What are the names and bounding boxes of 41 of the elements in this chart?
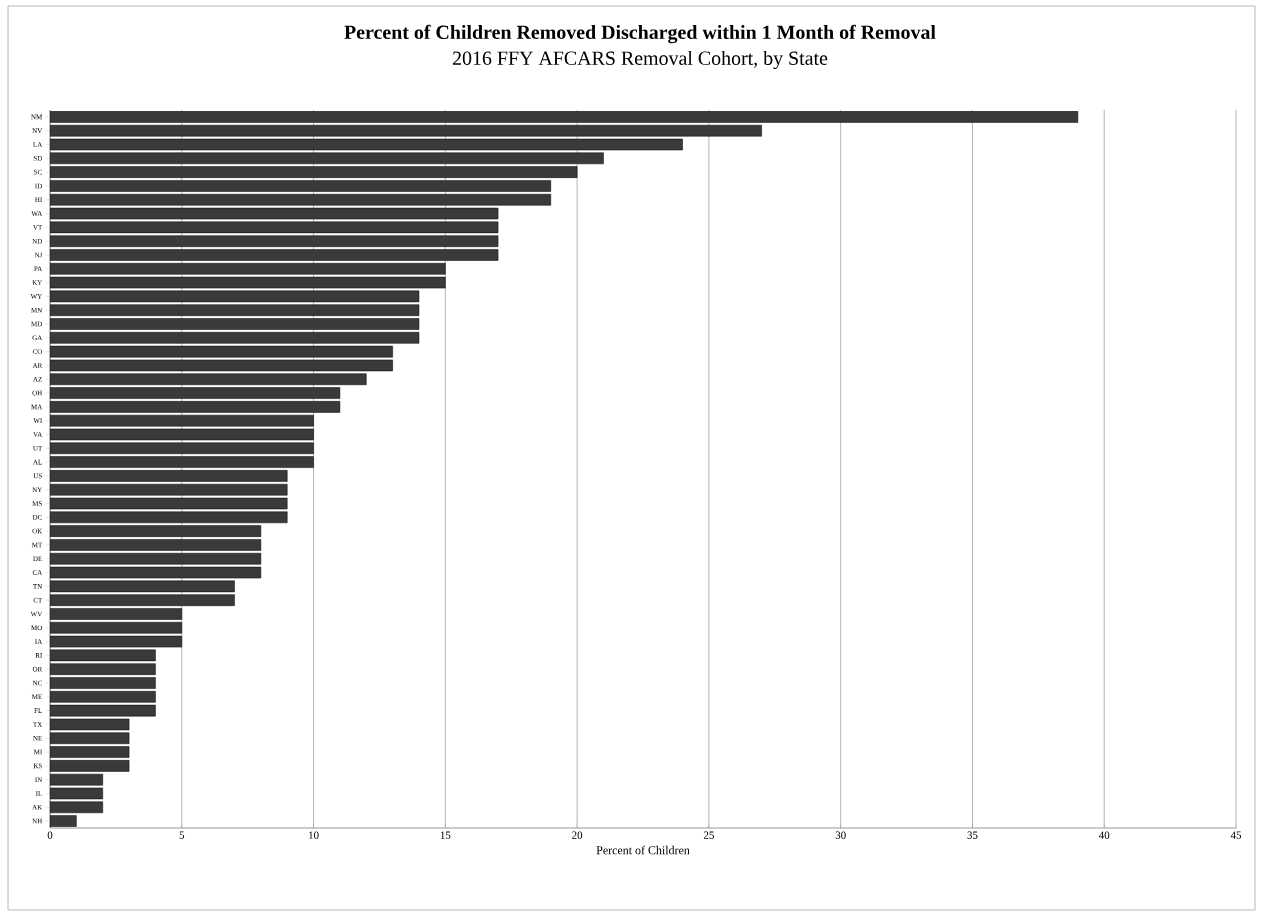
bar [50, 401, 341, 413]
bar [50, 152, 604, 165]
bar [50, 221, 499, 234]
x-tick-label: 40 [1098, 831, 1110, 839]
bar [50, 470, 288, 482]
bar [50, 483, 288, 496]
bar [50, 193, 552, 206]
bar [50, 373, 367, 386]
x-tick-label: 20 [572, 831, 583, 839]
x-tick-label: 45 [1230, 831, 1242, 839]
bar [50, 594, 235, 606]
bar [50, 332, 420, 344]
x-tick-label: 30 [835, 831, 846, 839]
bar [50, 304, 420, 316]
chart-title: Percent of Children Removed Discharged within 1 Month of Removal [344, 24, 936, 44]
bar [50, 442, 314, 455]
bar [50, 124, 762, 137]
bar [50, 387, 341, 399]
bar [50, 111, 1078, 123]
x-tick-label: 25 [703, 831, 714, 839]
bar [50, 552, 262, 565]
bar [50, 539, 262, 551]
chart-subtitle: 2016 FFY AFCARS Removal Cohort, by State [452, 50, 828, 70]
bar [50, 580, 235, 593]
bar [50, 456, 314, 468]
x-tick-label: 5 [179, 831, 185, 839]
bar [50, 263, 446, 275]
x-tick-label: 35 [967, 831, 978, 839]
bar [50, 249, 499, 261]
bar [50, 318, 420, 330]
x-tick-label: 10 [309, 831, 319, 839]
x-axis-title: Percent of Children [596, 845, 690, 855]
bar [50, 180, 552, 192]
bar [50, 414, 314, 427]
bar [50, 166, 578, 178]
bar [50, 511, 288, 524]
x-tick-label: 0 [47, 831, 53, 839]
x-tick-label: 15 [440, 831, 451, 839]
bar [50, 235, 499, 247]
bar [50, 525, 262, 537]
bar [50, 345, 393, 358]
